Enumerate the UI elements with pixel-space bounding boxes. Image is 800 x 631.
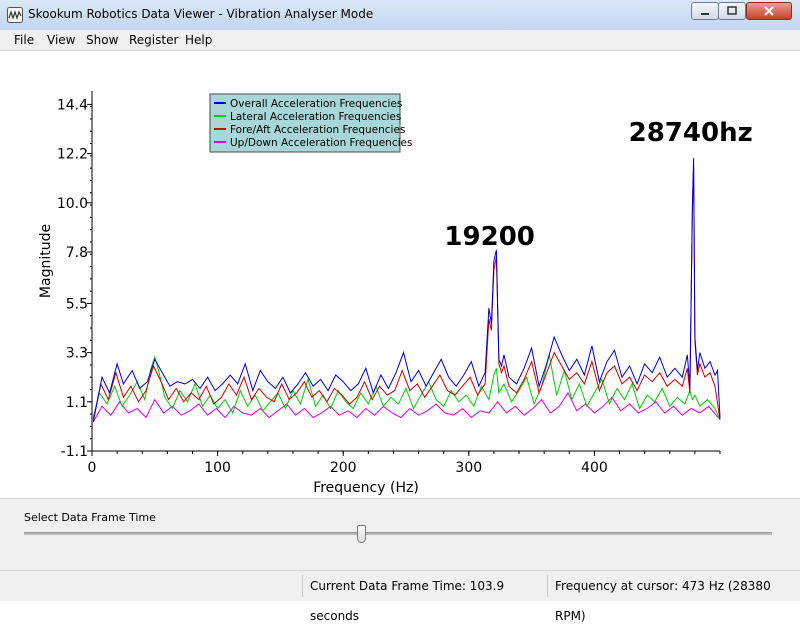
vibration-chart[interactable]: 14.4 12.2 10.0 7.8 5.5 3.3 1.1 -1.10 100 200 300 40… [0,51,800,498]
y-tick-label: -1.1 [61,444,88,460]
legend-entry: Lateral Acceleration Frequencies [230,111,401,123]
window-title: Skookum Robotics Data Viewer - Vibration… [28,7,374,21]
x-tick-label: 200 [330,460,357,476]
y-tick-label: 7.8 [66,245,88,261]
menu-bar: File View Show Register Help [0,30,800,51]
title-bar: Skookum Robotics Data Viewer - Vibration… [0,0,800,31]
menu-file[interactable]: File [14,33,35,47]
x-tick-label: 100 [204,460,231,476]
y-tick-label: 3.3 [66,346,88,362]
status-divider [302,575,303,597]
series-line-0 [92,158,721,422]
frame-time-slider-track[interactable] [24,532,772,535]
series-line-1 [92,354,721,420]
y-tick-label: 10.0 [57,196,88,212]
x-tick-label: 0 [88,460,97,476]
peak-annotation: 19200 [444,222,534,252]
close-icon [764,6,774,16]
menu-register[interactable]: Register [129,33,179,47]
maximize-button[interactable] [718,2,746,20]
legend-entry: Overall Acceleration Frequencies [230,98,402,110]
series-line-2 [92,166,721,420]
y-tick-label: 12.2 [57,147,88,163]
status-frame-time: Current Data Frame Time: 103.9 seconds [310,579,505,623]
minimize-icon [701,13,709,15]
close-button[interactable] [746,2,792,20]
status-bar: Current Data Frame Time: 103.9 seconds F… [0,570,800,623]
menu-show[interactable]: Show [86,33,119,47]
x-tick-label: 300 [455,460,482,476]
plot-area[interactable]: 14.4 12.2 10.0 7.8 5.5 3.3 1.1 -1.1 0 100 200 300 40… [0,51,800,498]
minimize-button[interactable] [691,2,719,20]
menu-view[interactable]: View [47,33,76,47]
wave-icon [7,7,23,23]
x-tick-label: 400 [581,460,608,476]
y-axis-label: Magnitude [38,224,54,298]
menu-help[interactable]: Help [185,33,213,47]
legend-entry: Up/Down Acceleration Frequencies [230,137,412,149]
y-tick-label: 14.4 [57,97,88,113]
status-cursor-frequency: Frequency at cursor: 473 Hz (28380 RPM) [555,579,771,623]
y-tick-label: 1.1 [66,395,88,411]
frame-time-slider-thumb[interactable] [356,525,366,543]
y-tick-label: 5.5 [66,296,88,312]
x-axis-label: Frequency (Hz) [313,480,419,496]
maximize-icon [727,6,737,15]
legend-entry: Fore/Aft Acceleration Frequencies [230,124,405,136]
peak-annotation: 28740hz [629,118,753,148]
frame-time-label: Select Data Frame Time [24,511,156,524]
legend-box [209,93,401,153]
status-divider [547,575,548,597]
series-line-3 [92,391,721,423]
